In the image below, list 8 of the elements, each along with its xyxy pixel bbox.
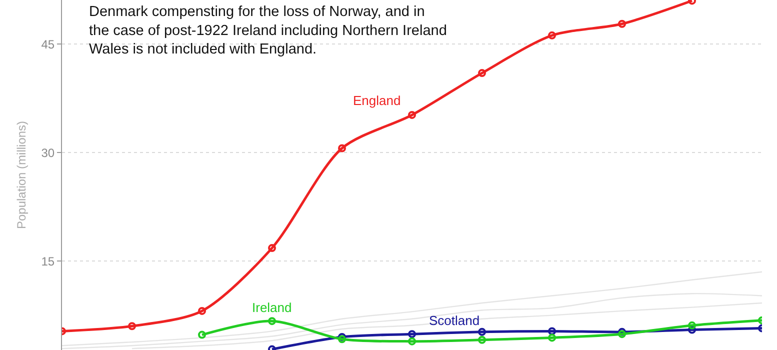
series-label: Ireland bbox=[252, 300, 292, 315]
y-tick-label: 15 bbox=[41, 254, 55, 268]
series-label: England bbox=[353, 93, 401, 108]
annotation: Denmark compensting for the loss of Norway, and in the case of post-1922 Ireland including Northern Ireland Wales is not included with England. bbox=[89, 4, 447, 58]
y-axis-title: Population (millions) bbox=[14, 120, 29, 230]
series-label: Scotland bbox=[429, 313, 480, 328]
y-tick-label: 45 bbox=[41, 37, 55, 52]
y-tick-label: 30 bbox=[41, 146, 55, 160]
